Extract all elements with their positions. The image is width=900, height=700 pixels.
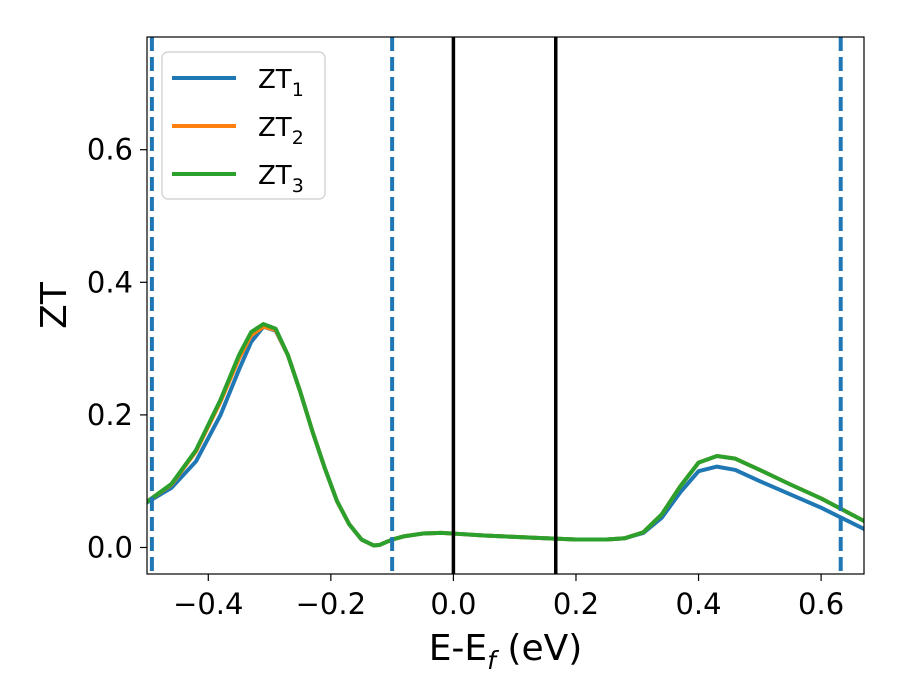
axis-labels: E-Ef (eV) ZT xyxy=(34,281,582,675)
y-axis-label: ZT xyxy=(34,281,75,329)
x-tick-label: −0.2 xyxy=(296,587,366,621)
x-tick-label: 0.4 xyxy=(675,587,721,621)
y-tick-label: 0.0 xyxy=(87,530,133,564)
x-tick-label: 0.0 xyxy=(430,587,476,621)
y-tick-label: 0.6 xyxy=(87,133,133,167)
plot-border xyxy=(146,36,865,575)
legend-label-zt3: ZT3 xyxy=(258,161,304,197)
legend-label-zt1: ZT1 xyxy=(258,65,304,101)
y-tick-label: 0.2 xyxy=(87,398,133,432)
series-line-zt3 xyxy=(147,322,864,548)
legend: ZT1 ZT2 ZT3 xyxy=(161,51,326,200)
ticks: −0.4 −0.2 0.0 0.2 0.4 0.6 0.0 0.2 0.4 0.6 xyxy=(87,133,844,621)
x-tick-label: −0.4 xyxy=(173,587,243,621)
legend-label-zt2: ZT2 xyxy=(258,113,304,149)
y-tick-label: 0.4 xyxy=(87,265,133,299)
x-axis-label: E-Ef (eV) xyxy=(429,628,583,675)
x-tick-label: 0.2 xyxy=(553,587,599,621)
axes-frame xyxy=(146,36,865,575)
legend-box xyxy=(161,51,326,200)
plot-area xyxy=(147,37,864,574)
x-tick-label: 0.6 xyxy=(798,587,844,621)
